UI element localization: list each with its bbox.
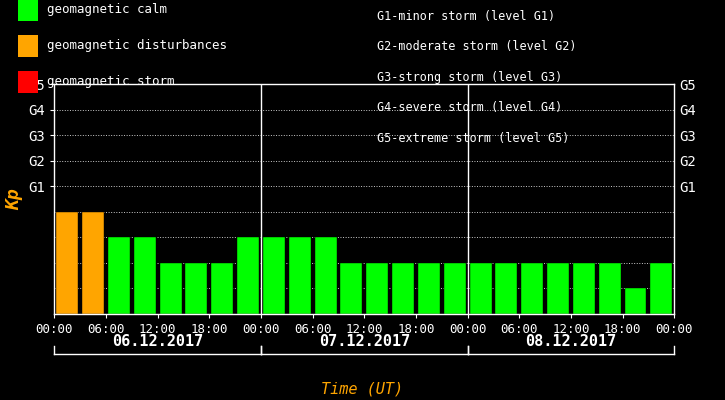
Bar — [186, 263, 207, 314]
Bar — [573, 263, 594, 314]
Bar — [599, 263, 621, 314]
Bar — [650, 263, 672, 314]
Bar — [341, 263, 362, 314]
Text: G4-severe storm (level G4): G4-severe storm (level G4) — [377, 101, 563, 114]
Bar — [521, 263, 543, 314]
Text: 07.12.2017: 07.12.2017 — [319, 334, 410, 349]
Bar — [263, 237, 285, 314]
Text: G1-minor storm (level G1): G1-minor storm (level G1) — [377, 10, 555, 23]
Bar — [82, 212, 104, 314]
Text: 06.12.2017: 06.12.2017 — [112, 334, 203, 349]
Bar — [495, 263, 518, 314]
Bar — [547, 263, 569, 314]
Text: G5-extreme storm (level G5): G5-extreme storm (level G5) — [377, 132, 569, 144]
Bar — [211, 263, 233, 314]
Bar — [470, 263, 492, 314]
Text: 08.12.2017: 08.12.2017 — [526, 334, 616, 349]
Bar — [624, 288, 647, 314]
Text: G2-moderate storm (level G2): G2-moderate storm (level G2) — [377, 40, 576, 53]
Bar — [315, 237, 336, 314]
Text: G3-strong storm (level G3): G3-strong storm (level G3) — [377, 71, 563, 84]
Y-axis label: Kp: Kp — [5, 188, 23, 210]
Bar — [237, 237, 259, 314]
Bar — [289, 237, 311, 314]
Bar — [108, 237, 130, 314]
Text: geomagnetic disturbances: geomagnetic disturbances — [47, 40, 227, 52]
Bar — [57, 212, 78, 314]
Bar — [392, 263, 414, 314]
Bar — [160, 263, 181, 314]
Bar — [444, 263, 465, 314]
Text: geomagnetic storm: geomagnetic storm — [47, 76, 175, 88]
Bar — [134, 237, 156, 314]
Text: geomagnetic calm: geomagnetic calm — [47, 4, 167, 16]
Bar — [418, 263, 440, 314]
Bar — [366, 263, 388, 314]
Text: Time (UT): Time (UT) — [321, 381, 404, 396]
